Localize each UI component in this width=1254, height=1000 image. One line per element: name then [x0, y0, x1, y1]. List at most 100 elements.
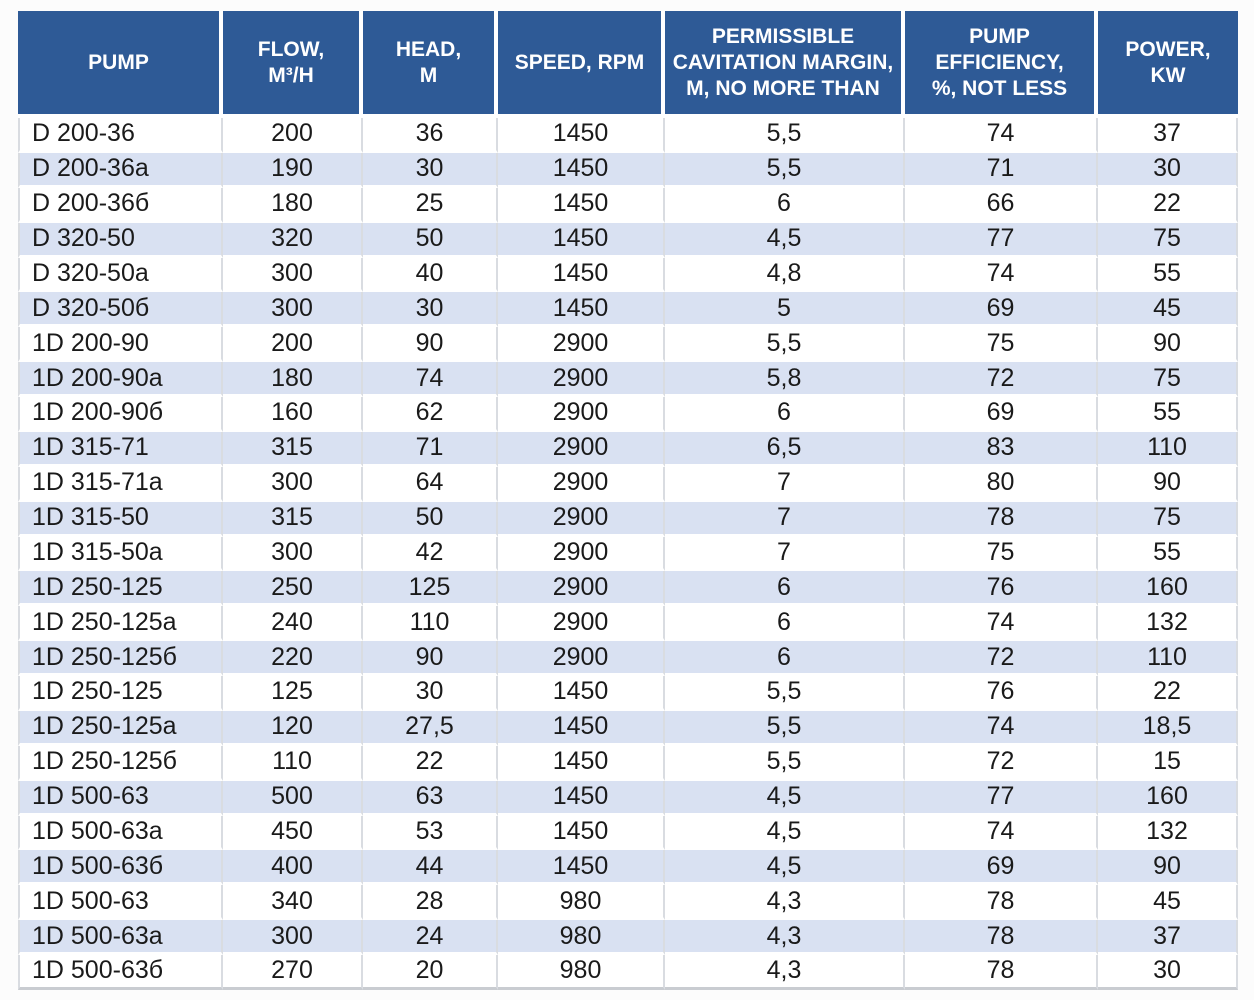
cell-pump: 1D 315-71: [18, 431, 223, 467]
cell-head: 44: [363, 850, 498, 886]
cell-head: 63: [363, 780, 498, 816]
column-header-cavitation: PERMISSIBLE CAVITATION MARGIN, M, NO MOR…: [665, 11, 905, 118]
cell-flow: 120: [223, 710, 363, 746]
column-header-head: HEAD, M: [363, 11, 498, 118]
cell-pump: D 320-50a: [18, 257, 223, 293]
cell-head: 74: [363, 362, 498, 397]
cell-head: 42: [363, 536, 498, 572]
table-row: 1D 500-63б 270 20 980 4,3 78 30: [18, 955, 1238, 990]
table-row: 1D 500-63a 300 24 980 4,3 78 37: [18, 920, 1238, 955]
cell-power: 18,5: [1098, 710, 1238, 746]
cell-power: 90: [1098, 466, 1238, 502]
cell-speed: 1450: [498, 257, 665, 293]
cell-flow: 320: [223, 222, 363, 258]
table-row: 1D 500-63 340 28 980 4,3 78 45: [18, 885, 1238, 921]
cell-cavitation: 4,8: [665, 257, 905, 293]
cell-power: 55: [1098, 257, 1238, 293]
cell-cavitation: 4,5: [665, 780, 905, 816]
cell-speed: 1450: [498, 850, 665, 886]
cell-speed: 1450: [498, 676, 665, 711]
cell-efficiency: 74: [905, 606, 1098, 642]
cell-flow: 450: [223, 815, 363, 851]
cell-flow: 240: [223, 606, 363, 642]
cell-efficiency: 83: [905, 431, 1098, 467]
table-row: 1D 250-125 250 125 2900 6 76 160: [18, 571, 1238, 607]
cell-pump: 1D 500-63б: [18, 850, 223, 886]
table-row: 1D 315-71a 300 64 2900 7 80 90: [18, 466, 1238, 502]
table-row: 1D 315-71 315 71 2900 6,5 83 110: [18, 431, 1238, 467]
cell-speed: 1450: [498, 710, 665, 746]
cell-head: 64: [363, 466, 498, 502]
cell-flow: 160: [223, 397, 363, 432]
cell-efficiency: 77: [905, 780, 1098, 816]
cell-speed: 1450: [498, 187, 665, 223]
cell-head: 53: [363, 815, 498, 851]
cell-power: 30: [1098, 955, 1238, 990]
cell-power: 55: [1098, 536, 1238, 572]
cell-speed: 2900: [498, 571, 665, 607]
cell-speed: 2900: [498, 606, 665, 642]
cell-pump: 1D 250-125a: [18, 606, 223, 642]
cell-speed: 980: [498, 920, 665, 955]
cell-speed: 1450: [498, 745, 665, 781]
cell-power: 37: [1098, 920, 1238, 955]
cell-efficiency: 78: [905, 501, 1098, 537]
cell-power: 132: [1098, 815, 1238, 851]
cell-pump: 1D 200-90: [18, 327, 223, 363]
table-row: 1D 315-50a 300 42 2900 7 75 55: [18, 536, 1238, 572]
cell-speed: 1450: [498, 222, 665, 258]
cell-cavitation: 4,3: [665, 920, 905, 955]
cell-head: 36: [363, 118, 498, 153]
cell-efficiency: 76: [905, 676, 1098, 711]
cell-flow: 340: [223, 885, 363, 921]
cell-speed: 980: [498, 885, 665, 921]
table-row: D 320-50б 300 30 1450 5 69 45: [18, 292, 1238, 328]
cell-power: 75: [1098, 362, 1238, 397]
cell-power: 90: [1098, 850, 1238, 886]
cell-efficiency: 72: [905, 641, 1098, 676]
cell-efficiency: 69: [905, 850, 1098, 886]
table-row: 1D 250-125a 240 110 2900 6 74 132: [18, 606, 1238, 642]
cell-pump: 1D 315-71a: [18, 466, 223, 502]
cell-power: 90: [1098, 327, 1238, 363]
cell-head: 27,5: [363, 710, 498, 746]
cell-power: 30: [1098, 152, 1238, 188]
cell-speed: 1450: [498, 780, 665, 816]
cell-head: 40: [363, 257, 498, 293]
cell-head: 62: [363, 397, 498, 432]
cell-cavitation: 6: [665, 187, 905, 223]
cell-efficiency: 72: [905, 745, 1098, 781]
cell-efficiency: 74: [905, 118, 1098, 153]
cell-flow: 220: [223, 641, 363, 676]
cell-efficiency: 78: [905, 920, 1098, 955]
cell-head: 50: [363, 222, 498, 258]
cell-speed: 2900: [498, 397, 665, 432]
cell-head: 90: [363, 327, 498, 363]
cell-flow: 270: [223, 955, 363, 990]
cell-head: 30: [363, 676, 498, 711]
cell-cavitation: 5,5: [665, 327, 905, 363]
cell-efficiency: 66: [905, 187, 1098, 223]
cell-speed: 2900: [498, 641, 665, 676]
cell-cavitation: 6,5: [665, 431, 905, 467]
cell-speed: 2900: [498, 431, 665, 467]
cell-head: 28: [363, 885, 498, 921]
cell-cavitation: 6: [665, 606, 905, 642]
cell-flow: 180: [223, 362, 363, 397]
cell-efficiency: 74: [905, 815, 1098, 851]
cell-speed: 980: [498, 955, 665, 990]
pump-specs-table: PUMP FLOW, M³/H HEAD, M SPEED, RPM PERMI…: [18, 11, 1238, 990]
cell-cavitation: 5,5: [665, 745, 905, 781]
cell-pump: 1D 500-63a: [18, 815, 223, 851]
cell-pump: 1D 500-63a: [18, 920, 223, 955]
cell-flow: 300: [223, 292, 363, 328]
cell-power: 132: [1098, 606, 1238, 642]
cell-power: 75: [1098, 222, 1238, 258]
cell-flow: 315: [223, 431, 363, 467]
cell-speed: 2900: [498, 501, 665, 537]
cell-efficiency: 69: [905, 292, 1098, 328]
cell-flow: 200: [223, 118, 363, 153]
cell-efficiency: 69: [905, 397, 1098, 432]
cell-head: 22: [363, 745, 498, 781]
